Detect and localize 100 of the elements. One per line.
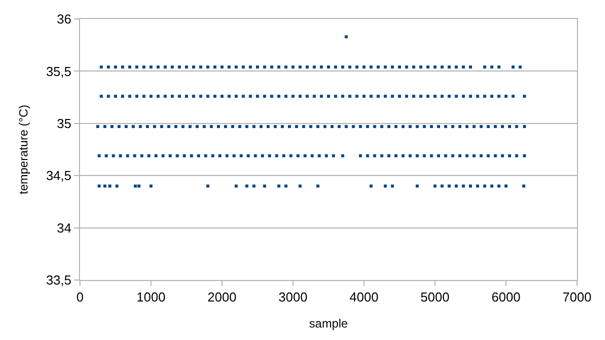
- point: [270, 66, 274, 69]
- point: [451, 154, 454, 158]
- point: [376, 94, 380, 98]
- point: [277, 66, 280, 69]
- point: [522, 154, 526, 158]
- y-tick-label: 34: [56, 220, 72, 236]
- point: [150, 94, 152, 98]
- point: [98, 154, 101, 158]
- point: [168, 154, 172, 158]
- point: [306, 94, 309, 98]
- point: [298, 66, 302, 69]
- x-tick-label: 5000: [420, 290, 450, 305]
- point: [390, 94, 394, 98]
- point: [256, 66, 259, 69]
- point: [114, 94, 117, 98]
- point: [240, 154, 243, 158]
- x-tick-label: 3000: [278, 290, 308, 305]
- point: [185, 94, 188, 98]
- point: [316, 184, 320, 188]
- point: [284, 184, 288, 188]
- point: [384, 184, 387, 188]
- x-tick-label: 4000: [350, 290, 378, 305]
- point: [522, 184, 526, 188]
- point: [263, 94, 266, 98]
- point: [341, 66, 344, 69]
- y-tick-label: 36: [56, 12, 72, 27]
- point: [228, 66, 231, 69]
- point: [206, 66, 210, 69]
- point: [515, 154, 518, 158]
- point: [334, 94, 338, 98]
- point: [341, 154, 344, 158]
- point: [178, 66, 181, 69]
- point: [490, 94, 494, 98]
- y-tick-label: 35: [56, 116, 72, 131]
- point: [454, 66, 458, 69]
- point: [270, 94, 274, 98]
- point: [98, 184, 101, 188]
- y-tick-label: 34,5: [46, 168, 72, 184]
- point: [483, 94, 486, 98]
- point: [162, 154, 165, 158]
- point: [170, 94, 174, 98]
- point: [497, 94, 500, 98]
- point: [140, 154, 144, 158]
- point: [304, 154, 307, 158]
- point: [312, 66, 316, 69]
- point: [118, 154, 122, 158]
- point: [176, 154, 179, 158]
- point: [228, 94, 231, 98]
- point: [135, 66, 138, 69]
- point: [469, 184, 472, 188]
- point: [416, 154, 419, 158]
- point: [419, 66, 422, 69]
- point: [199, 66, 202, 69]
- point: [434, 184, 436, 188]
- point: [440, 184, 444, 188]
- point: [106, 94, 110, 98]
- point: [362, 66, 366, 69]
- point: [497, 66, 500, 69]
- x-axis-title: sample: [309, 316, 348, 330]
- point: [422, 154, 426, 158]
- point: [324, 154, 328, 158]
- point: [497, 184, 500, 188]
- point: [254, 154, 257, 158]
- point: [416, 184, 419, 188]
- point: [185, 66, 188, 69]
- point: [390, 184, 394, 188]
- point: [320, 66, 323, 69]
- point: [358, 154, 362, 158]
- point: [133, 154, 136, 158]
- point: [476, 94, 480, 98]
- point: [232, 154, 236, 158]
- point: [142, 66, 146, 69]
- point: [248, 66, 252, 69]
- point: [448, 66, 451, 69]
- point: [289, 154, 292, 158]
- point: [106, 66, 110, 69]
- point: [469, 66, 472, 69]
- point: [115, 184, 118, 188]
- point: [310, 154, 314, 158]
- point: [444, 154, 448, 158]
- point: [220, 66, 224, 69]
- point: [199, 94, 202, 98]
- point: [135, 94, 138, 98]
- point: [292, 94, 294, 98]
- point: [327, 94, 330, 98]
- point: [465, 154, 468, 158]
- point: [430, 154, 433, 158]
- point: [268, 154, 272, 158]
- point: [390, 66, 394, 69]
- point: [348, 66, 352, 69]
- point: [376, 66, 380, 69]
- point: [206, 184, 210, 188]
- y-axis-title: temperature (°C): [16, 104, 30, 194]
- point: [504, 94, 508, 98]
- point: [213, 94, 216, 98]
- point: [150, 184, 152, 188]
- point: [454, 94, 458, 98]
- y-tick-label: 35,5: [46, 64, 72, 79]
- point: [190, 154, 193, 158]
- point: [277, 94, 280, 98]
